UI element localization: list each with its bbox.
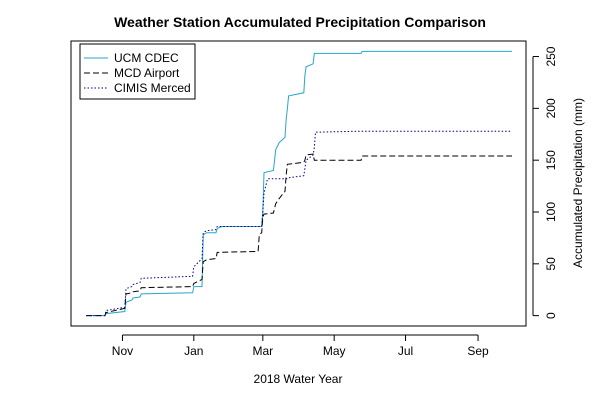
legend-label-mcd-airport: MCD Airport	[114, 66, 180, 80]
series-line-cimis-merced	[86, 130, 512, 317]
series-line-mcd-airport	[86, 153, 512, 317]
legend-label-cimis-merced: CIMIS Merced	[114, 81, 191, 95]
x-tick-label: Nov	[112, 344, 133, 358]
x-tick-label: May	[323, 344, 346, 358]
x-tick-label: Mar	[252, 344, 273, 358]
y-tick-label: 200	[544, 98, 558, 118]
x-tick-label: Sep	[467, 344, 489, 358]
y-tick-label: 250	[544, 46, 558, 66]
x-tick-label: Jan	[184, 344, 203, 358]
x-axis-label: 2018 Water Year	[254, 372, 343, 386]
series-layer	[86, 50, 512, 317]
x-tick-label: Jul	[398, 344, 413, 358]
y-axis-label: Accumulated Precipitation (mm)	[571, 98, 585, 268]
y-tick-label: 50	[544, 257, 558, 271]
x-axis: Nov Jan Mar May Jul Sep	[112, 334, 489, 358]
y-tick-label: 0	[544, 312, 558, 319]
y-tick-label: 150	[544, 150, 558, 170]
y-tick-label: 100	[544, 202, 558, 222]
chart-title: Weather Station Accumulated Precipitatio…	[114, 14, 486, 30]
plot-area-frame	[70, 40, 527, 327]
legend-box	[79, 43, 196, 100]
legend: UCM CDEC MCD Airport CIMIS Merced	[79, 43, 196, 100]
legend-label-ucm-cdec: UCM CDEC	[114, 51, 179, 65]
y-axis: 0 50 100 150 200 250	[532, 46, 558, 319]
